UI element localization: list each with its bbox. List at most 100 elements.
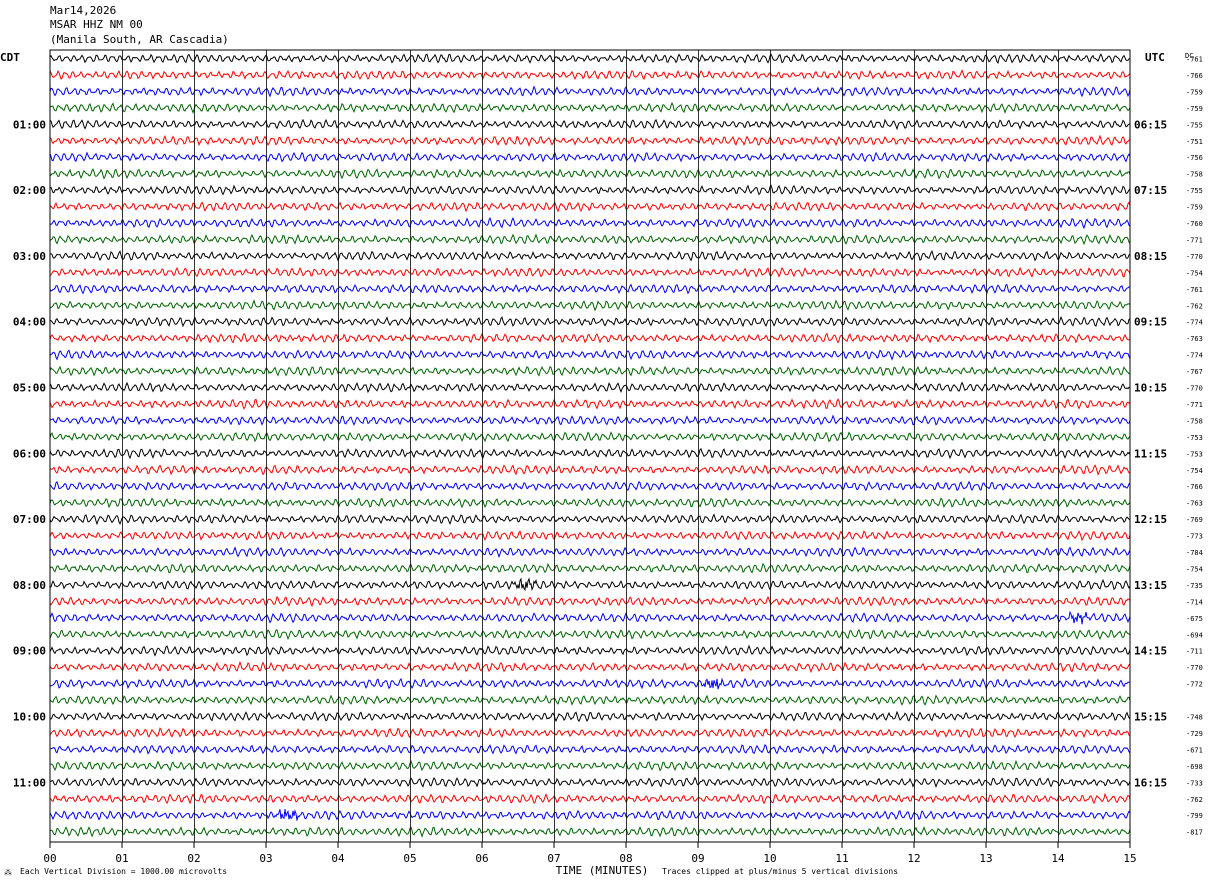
trace-row-31 <box>49 546 1131 559</box>
dc-offset-value: -771 <box>1186 401 1203 409</box>
cdt-hour-label: 11:00 <box>13 776 46 789</box>
axis-labels: 00 01 02 03 04 05 06 07 08 09 10 11 12 13 14 15 01:00 06:… <box>13 56 1203 866</box>
x-tick-label-01: 01 <box>115 852 128 865</box>
utc-hour-label: 12:15 <box>1134 513 1167 526</box>
trace-row-12 <box>49 233 1131 246</box>
trace-row-41 <box>49 710 1131 723</box>
left-timezone-label: CDT <box>0 51 20 64</box>
x-axis-title: TIME (MINUTES) <box>556 864 649 877</box>
trace-row-45 <box>49 776 1131 788</box>
x-tick-label-14: 14 <box>1051 852 1065 865</box>
seismometer-icon: ⁂ <box>4 868 12 877</box>
trace-row-26 <box>49 464 1130 476</box>
dc-offset-value: -770 <box>1186 664 1203 672</box>
trace-row-20 <box>49 365 1131 377</box>
trace-row-19 <box>49 349 1131 361</box>
dc-offset-value: -671 <box>1186 746 1203 754</box>
x-tick-label-04: 04 <box>331 852 345 865</box>
trace-row-33 <box>49 577 1131 592</box>
cdt-hour-label: 06:00 <box>13 447 46 460</box>
trace-row-32 <box>49 562 1131 574</box>
cdt-hour-label: 07:00 <box>13 513 46 526</box>
utc-hour-label: 15:15 <box>1134 711 1167 724</box>
x-tick-label-03: 03 <box>259 852 272 865</box>
cdt-hour-label: 10:00 <box>13 711 46 724</box>
x-tick-label-06: 06 <box>475 852 488 865</box>
dc-offset-value: -770 <box>1186 385 1203 393</box>
dc-offset-value: -770 <box>1186 253 1203 261</box>
dc-offset-value: -754 <box>1186 269 1203 277</box>
trace-row-29 <box>49 513 1131 526</box>
trace-row-47 <box>49 809 1131 821</box>
dc-offset-value: -759 <box>1186 105 1203 113</box>
trace-row-25 <box>49 447 1131 460</box>
trace-row-28 <box>49 496 1131 509</box>
trace-row-4 <box>49 101 1131 114</box>
cdt-hour-label: 04:00 <box>13 316 46 329</box>
dc-offset-header: DC <box>1185 52 1193 60</box>
utc-hour-label: 13:15 <box>1134 579 1167 592</box>
dc-offset-value: -753 <box>1186 450 1203 458</box>
dc-offset-value: -766 <box>1186 72 1203 80</box>
x-tick-label-09: 09 <box>691 852 704 865</box>
x-tick-label-07: 07 <box>547 852 560 865</box>
dc-offset-value: -748 <box>1186 714 1203 722</box>
dc-offset-value: -772 <box>1186 681 1203 689</box>
x-tick-label-10: 10 <box>763 852 776 865</box>
utc-hour-label: 07:15 <box>1134 184 1167 197</box>
dc-offset-value: -766 <box>1186 483 1203 491</box>
dc-offset-value: -733 <box>1186 779 1203 787</box>
x-tick-label-13: 13 <box>979 852 992 865</box>
dc-offset-value: -799 <box>1186 812 1203 820</box>
dc-offset-value: -763 <box>1186 500 1203 508</box>
dc-offset-value: -771 <box>1186 236 1203 244</box>
trace-row-27 <box>49 480 1131 492</box>
dc-offset-value: -817 <box>1186 829 1203 837</box>
trace-row-37 <box>49 644 1131 657</box>
dc-offset-value: -675 <box>1186 615 1203 623</box>
trace-row-13 <box>49 249 1131 262</box>
trace-row-36 <box>49 628 1131 640</box>
plot-frame <box>49 49 1131 843</box>
dc-offset-value: -753 <box>1186 434 1203 442</box>
dc-offset-value: -774 <box>1186 352 1203 360</box>
trace-row-22 <box>49 398 1131 410</box>
trace-row-48 <box>49 825 1131 838</box>
minute-gridlines <box>122 50 1059 842</box>
dc-offset-value: -759 <box>1186 204 1203 212</box>
dc-offset-value: -761 <box>1186 56 1203 64</box>
dc-offset-value: -751 <box>1186 138 1203 146</box>
cdt-hour-label: 05:00 <box>13 382 46 395</box>
trace-row-11 <box>49 216 1131 230</box>
trace-row-7 <box>49 151 1131 163</box>
trace-row-34 <box>49 595 1131 608</box>
dc-offset-value: -755 <box>1186 187 1203 195</box>
scale-note: Each Vertical Division = 1000.00 microvo… <box>20 867 228 876</box>
helicorder-date: Mar14,2026 <box>50 4 117 17</box>
trace-row-43 <box>49 743 1131 755</box>
trace-row-46 <box>49 792 1131 805</box>
utc-hour-label: 16:15 <box>1134 776 1167 789</box>
dc-offset-value: -735 <box>1186 582 1203 590</box>
trace-row-35 <box>49 610 1131 625</box>
trace-row-10 <box>49 201 1131 213</box>
trace-row-15 <box>49 283 1131 295</box>
cdt-hour-label: 01:00 <box>13 118 46 131</box>
utc-hour-label: 11:15 <box>1134 447 1167 460</box>
dc-offset-value: -759 <box>1186 88 1203 96</box>
trace-row-6 <box>49 134 1131 147</box>
cdt-hour-label: 09:00 <box>13 645 46 658</box>
x-tick-label-11: 11 <box>835 852 848 865</box>
dc-offset-value: -694 <box>1186 631 1203 639</box>
dc-offset-value: -698 <box>1186 763 1203 771</box>
trace-row-38 <box>49 660 1131 674</box>
x-tick-label-15: 15 <box>1123 852 1136 865</box>
utc-hour-label: 06:15 <box>1134 118 1167 131</box>
trace-row-40 <box>49 694 1131 706</box>
dc-offset-value: -773 <box>1186 533 1203 541</box>
dc-offset-value: -714 <box>1186 598 1203 606</box>
x-tick-label-00: 00 <box>43 852 56 865</box>
dc-offset-value: -756 <box>1186 154 1203 162</box>
cdt-hour-label: 08:00 <box>13 579 46 592</box>
